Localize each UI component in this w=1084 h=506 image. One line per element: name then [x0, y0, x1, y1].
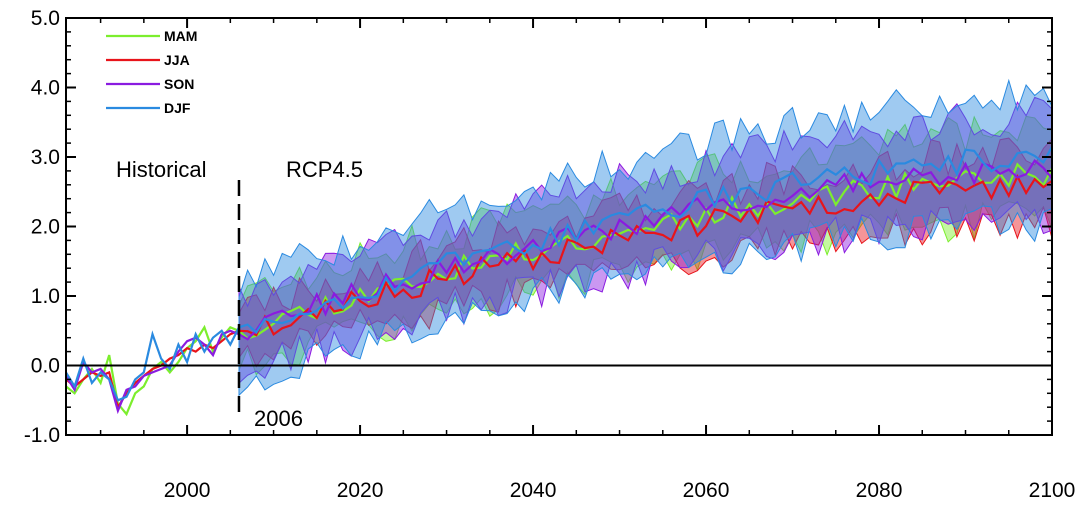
- legend: MAM JJA SON DJF: [106, 28, 197, 116]
- x-tick-label: 2100: [1029, 479, 1076, 502]
- x-tick-label: 2060: [683, 479, 730, 502]
- legend-label-djf: DJF: [164, 100, 191, 116]
- line-jja: [65, 174, 1053, 410]
- y-tick-label: -1.0: [24, 424, 60, 447]
- historical-annotation: Historical: [116, 157, 206, 182]
- axis-ticks: [66, 17, 1053, 436]
- series-lines: [65, 146, 1053, 417]
- legend-label-son: SON: [164, 76, 194, 92]
- y-tick-label: 3.0: [31, 146, 60, 169]
- legend-label-jja: JJA: [164, 52, 190, 68]
- x-tick-label: 2040: [510, 479, 557, 502]
- axis-tick-labels: -1.0 0.0 1.0 2.0 3.0 4.0 5.0 2000 2020 2040 2060 20…: [24, 7, 1076, 502]
- line-mam: [65, 162, 1053, 417]
- legend-label-mam: MAM: [164, 28, 197, 44]
- spread-envelopes: [238, 78, 1053, 397]
- y-tick-label: 1.0: [31, 285, 60, 308]
- line-djf: [65, 146, 1053, 402]
- rcp-annotation: RCP4.5: [286, 157, 363, 182]
- line-son: [65, 159, 1053, 415]
- y-tick-label: 5.0: [31, 7, 60, 30]
- y-tick-label: 2.0: [31, 216, 60, 239]
- y-tick-label: 0.0: [31, 355, 60, 378]
- x-tick-label: 2080: [856, 479, 903, 502]
- envelope-djf: [238, 78, 1053, 397]
- split-year-annotation: 2006: [254, 406, 303, 431]
- x-tick-label: 2020: [337, 479, 384, 502]
- x-tick-label: 2000: [164, 479, 211, 502]
- y-tick-label: 4.0: [31, 77, 60, 100]
